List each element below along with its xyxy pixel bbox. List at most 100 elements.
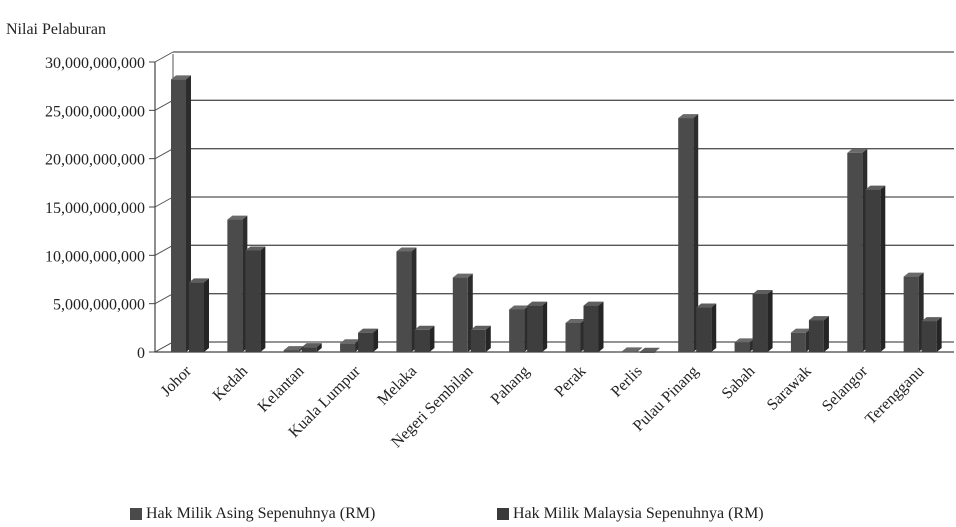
legend-label-malaysia: Hak Milik Malaysia Sepenuhnya (RM) [513, 505, 764, 522]
bar-side-face [260, 246, 266, 352]
bar-top-face [678, 114, 699, 119]
grid-slant [154, 196, 174, 208]
bar-top-face [527, 301, 548, 306]
bar-front-face [583, 305, 599, 352]
bar-top-face [565, 319, 586, 323]
bar-asing [340, 339, 361, 352]
y-tick-label: 20,000,000,000 [45, 152, 145, 169]
bar-side-face [880, 185, 886, 352]
bar-front-face [847, 152, 863, 352]
bar-top-face [283, 346, 304, 351]
bar-top-face [583, 301, 604, 306]
bar-side-face [767, 290, 773, 352]
bar-top-face [414, 325, 435, 330]
bar-side-face [429, 325, 435, 352]
bar-asing [509, 305, 530, 352]
bar-front-face [189, 282, 204, 352]
bar-top-face [509, 305, 530, 310]
legend-item-asing: Hak Milik Asing Sepenuhnya (RM) [130, 505, 375, 523]
bar-top-face [808, 316, 829, 321]
bar-front-face [245, 250, 261, 352]
bar-front-face [865, 189, 881, 352]
bar-asing [847, 148, 868, 352]
legend-label-asing: Hak Milik Asing Sepenuhnya (RM) [146, 505, 376, 522]
bar-front-face [565, 323, 581, 352]
y-tick-labels: 0 5,000,000,000 10,000,000,000 15,000,000,0… [45, 55, 145, 362]
bar-asing [396, 247, 417, 352]
bar-malaysia [358, 328, 379, 352]
x-tick-label: Melaka [374, 363, 420, 409]
bar-malaysia [696, 303, 717, 352]
bar-front-face [734, 342, 750, 352]
bar-top-face [358, 328, 379, 333]
bar-side-face [711, 303, 717, 352]
bar-top-face [903, 272, 924, 277]
bar-top-face [340, 339, 361, 344]
y-tick-label: 10,000,000,000 [45, 248, 145, 265]
legend-swatch-malaysia [497, 508, 509, 520]
bar-asing [790, 328, 811, 352]
bar-front-face [227, 219, 243, 352]
y-tick-label: 15,000,000,000 [45, 200, 145, 217]
x-tick-label: Perak [552, 363, 590, 401]
bar-front-face [527, 305, 543, 352]
bar-side-face [654, 347, 660, 352]
bar-top-face [189, 278, 209, 283]
bar-side-face [542, 301, 548, 352]
bar-side-face [598, 301, 604, 352]
x-tick-label: Sarawak [764, 363, 815, 414]
bar-malaysia [808, 316, 829, 352]
bar-top-face [301, 343, 322, 348]
bar-top-face [921, 317, 942, 322]
bar-front-face [414, 329, 430, 352]
bar-front-face [790, 332, 806, 352]
bar-top-face [696, 303, 717, 308]
y-tick-label: 5,000,000,000 [53, 297, 145, 314]
grid-slant [154, 293, 174, 305]
bar-front-face [301, 347, 317, 352]
x-tick-label: Kedah [210, 363, 252, 405]
bar-top-face [752, 290, 773, 294]
bar-front-face [470, 329, 486, 352]
bar-malaysia [470, 325, 491, 352]
bar-top-face [470, 325, 491, 330]
bar-front-face [396, 251, 412, 352]
bar-front-face [639, 351, 655, 353]
bars [171, 75, 942, 353]
bar-front-face [509, 309, 525, 352]
bar-front-face [903, 276, 919, 352]
bar-front-face [283, 350, 299, 352]
bar-malaysia [921, 317, 942, 352]
x-tick-label: Terengganu [862, 363, 927, 428]
grid-slant [154, 244, 174, 256]
y-axis-label: Nilai Pelaburan [6, 21, 106, 38]
legend: Hak Milik Asing Sepenuhnya (RM) Hak Mili… [0, 505, 956, 525]
grid-slant [154, 148, 174, 160]
bar-front-face [171, 79, 186, 353]
bar-malaysia [245, 246, 266, 352]
bar-side-face [636, 347, 642, 352]
bar-front-face [808, 320, 824, 352]
bar-front-face [678, 118, 694, 352]
bar-malaysia [301, 343, 322, 352]
bar-asing [227, 215, 248, 352]
bar-top-face [171, 75, 191, 80]
grid-lines [154, 51, 954, 353]
bar-malaysia [527, 301, 548, 352]
y-tick-label: 30,000,000,000 [45, 55, 145, 72]
y-tick-label: 25,000,000,000 [45, 103, 145, 120]
x-tick-label: Sabah [719, 363, 759, 403]
bar-asing [171, 75, 191, 353]
bar-front-face [358, 332, 374, 352]
bar-front-face [752, 294, 768, 352]
bar-malaysia [639, 347, 660, 353]
bar-side-face [316, 343, 322, 352]
bar-malaysia [414, 325, 435, 352]
bar-top-face [621, 347, 642, 352]
bar-front-face [340, 343, 356, 352]
bar-front-face [452, 277, 468, 352]
bar-asing [734, 338, 755, 352]
bar-malaysia [752, 290, 773, 352]
grid-slant [154, 99, 174, 111]
x-tick-label: Selangor [819, 362, 872, 415]
